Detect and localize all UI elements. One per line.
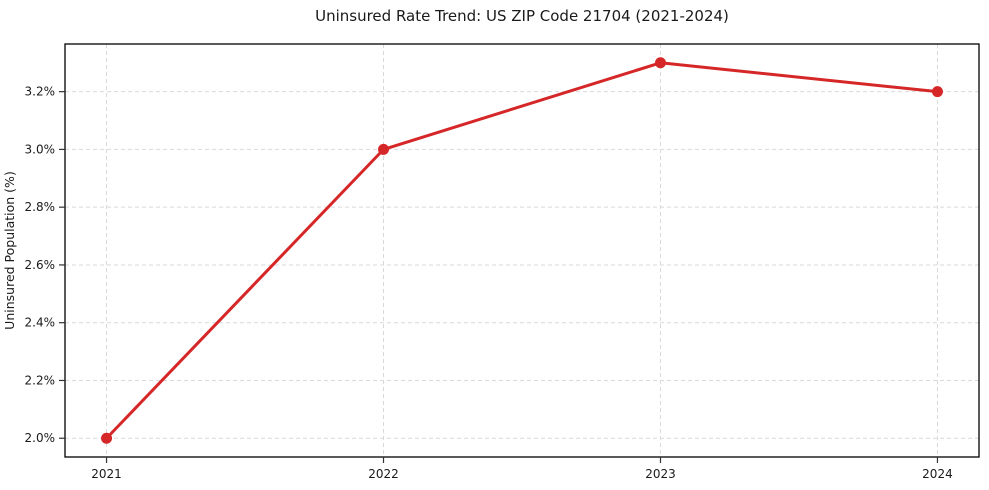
axis-layer: 2021 2022 2023 2024 2.0% 2.2% 2.4% 2.6% 2.8% 3.0%… [25,43,980,481]
data-point-2022 [378,143,390,155]
y-axis-label: Uninsured Population (%) [2,171,17,330]
y-tick-label: 2.4% [25,316,56,330]
y-tick-label: 2.2% [25,373,56,387]
chart-title: Uninsured Rate Trend: US ZIP Code 21704 … [315,7,729,25]
x-tick-label: 2024 [922,467,953,481]
series-layer [101,57,943,444]
x-tick-label: 2023 [645,467,676,481]
grid-layer [65,44,979,457]
x-tick-label: 2021 [91,467,122,481]
plot-border [64,43,980,458]
trend-line [105,61,939,440]
y-tick-label: 2.6% [25,258,56,272]
data-point-2024 [931,86,943,98]
data-point-2023 [654,57,666,69]
x-tick-label: 2022 [368,467,399,481]
y-tick-label: 2.0% [25,431,56,445]
y-tick-label: 3.0% [25,142,56,156]
y-tick-label: 2.8% [25,200,56,214]
y-tick-label: 3.2% [25,85,56,99]
data-point-2021 [101,432,113,444]
